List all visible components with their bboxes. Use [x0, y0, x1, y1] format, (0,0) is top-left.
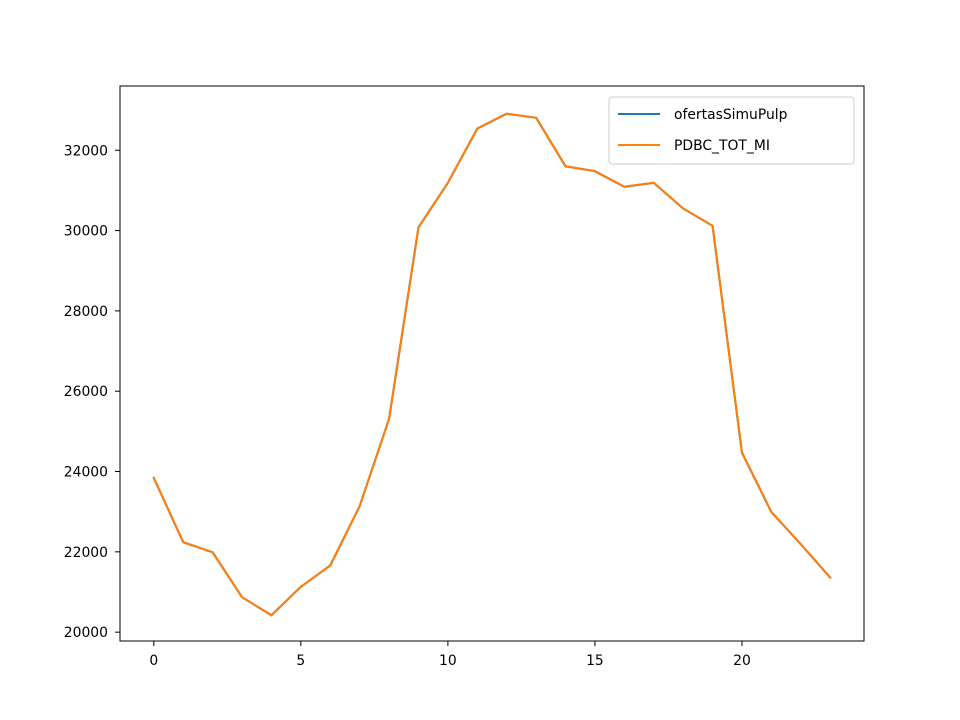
- y-tick-label: 26000: [64, 384, 108, 400]
- axes-frame: [119, 85, 865, 642]
- y-tick-label: 24000: [64, 465, 108, 481]
- x-tick-label: 15: [586, 653, 604, 669]
- legend-label-1: ofertasSimuPulp: [674, 107, 788, 123]
- y-tick-label: 30000: [64, 224, 108, 240]
- legend-label-2: PDBC_TOT_MI: [674, 138, 770, 154]
- x-tick-label: 5: [296, 653, 305, 669]
- x-axis-ticks: 0 5 10 15 20: [149, 641, 751, 669]
- y-axis-ticks: 20000 22000 24000 26000 28000 30000 32000: [64, 143, 120, 641]
- y-tick-label: 28000: [64, 304, 108, 320]
- y-tick-label: 20000: [64, 625, 108, 641]
- plot-lines: [152, 112, 832, 617]
- x-tick-label: 0: [149, 653, 158, 669]
- x-tick-label: 10: [439, 653, 457, 669]
- series-line-2: [152, 112, 832, 617]
- x-tick-label: 20: [733, 653, 751, 669]
- legend: ofertasSimuPulp PDBC_TOT_MI: [608, 96, 855, 165]
- y-tick-label: 22000: [64, 545, 108, 561]
- legend-box: [608, 96, 855, 165]
- y-tick-label: 32000: [64, 143, 108, 159]
